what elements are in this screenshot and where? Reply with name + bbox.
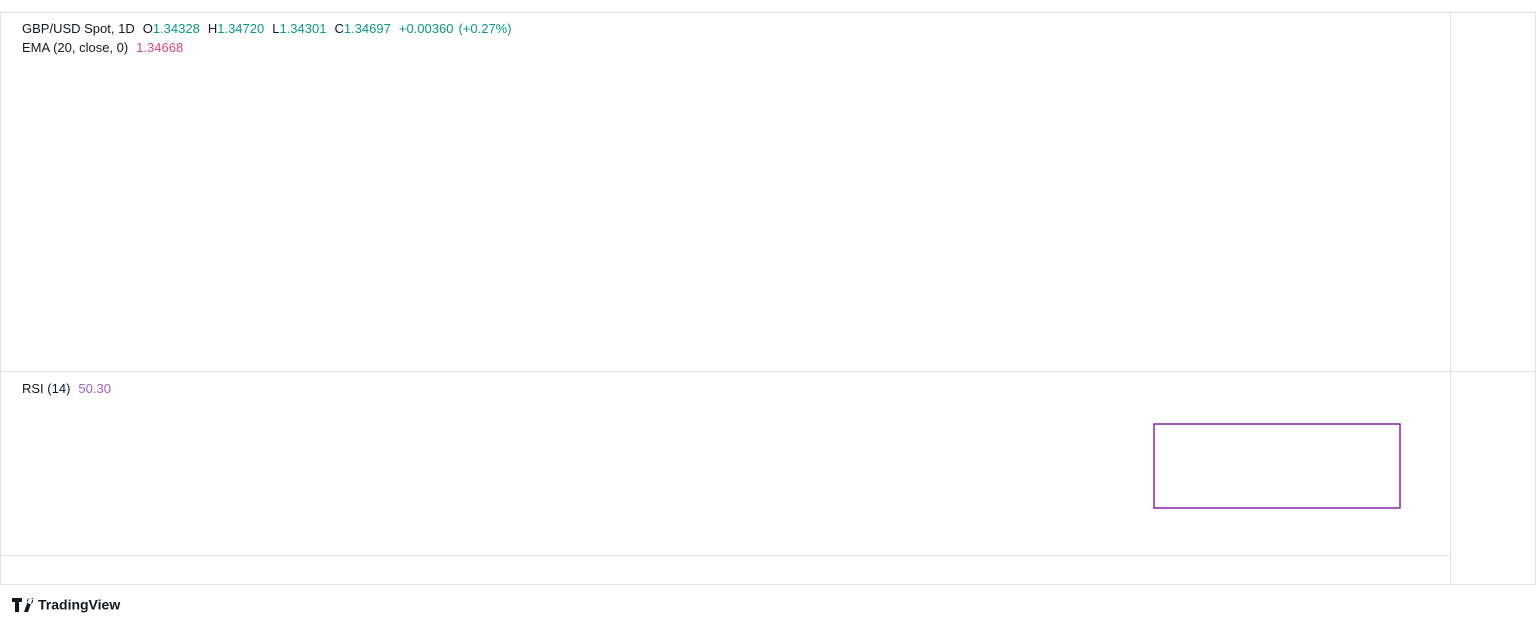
brand-logo (12, 598, 34, 612)
ema-name: EMA (20, close, 0) (22, 40, 128, 55)
ema-value: 1.34668 (136, 40, 183, 55)
readout-high: 1.34720 (217, 21, 264, 36)
readout-key: L (272, 21, 279, 36)
header-readout: GBP/USD Spot, 1D O1.34328 H1.34720 L1.34301… (22, 21, 512, 36)
rsi-value: 50.30 (78, 381, 111, 396)
readout-change-pct: (+0.27%) (458, 21, 511, 36)
readout-change: +0.00360 (399, 21, 454, 36)
readout-key: H (208, 21, 217, 36)
readout-key: O (143, 21, 153, 36)
ema-legend: EMA (20, close, 0) 1.34668 (22, 40, 183, 55)
highlight-box (1153, 423, 1401, 509)
brand-name: TradingView (38, 597, 120, 613)
readout-low: 1.34301 (279, 21, 326, 36)
rsi-legend: RSI (14) 50.30 (22, 381, 111, 396)
readout-open: 1.34328 (153, 21, 200, 36)
chart-frame (0, 12, 1536, 585)
readout-close: 1.34697 (344, 21, 391, 36)
readout-key: C (334, 21, 343, 36)
rsi-name: RSI (14) (22, 381, 70, 396)
symbol-title: GBP/USD Spot, 1D (22, 21, 135, 36)
